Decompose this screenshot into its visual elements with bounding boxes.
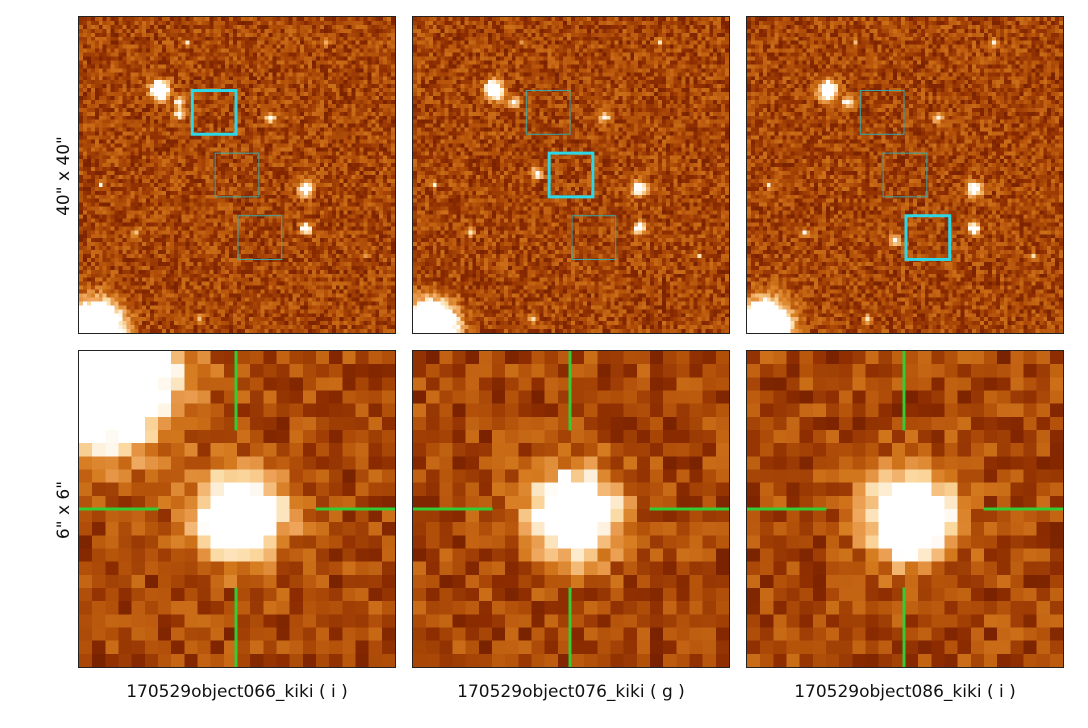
row-label-zoom: 6" x 6" xyxy=(54,480,74,540)
crosshair xyxy=(413,351,729,667)
zoom-image-1 xyxy=(78,350,396,668)
candidate-box-highlighted xyxy=(547,151,595,199)
wide-field-image-2 xyxy=(412,16,730,334)
candidate-box xyxy=(859,90,905,135)
candidate-box-highlighted xyxy=(904,214,952,261)
panel-caption-2: 170529object076_kiki ( g ) xyxy=(457,682,685,702)
box-overlay xyxy=(859,90,952,261)
zoom-image-2 xyxy=(412,350,730,668)
row-label-wide-field: 40" x 40" xyxy=(54,136,74,216)
candidate-box xyxy=(237,215,283,260)
crosshair xyxy=(79,351,395,667)
wide-field-image-3 xyxy=(746,16,1064,334)
candidate-box xyxy=(525,90,571,135)
box-overlay xyxy=(525,90,617,260)
box-overlay xyxy=(190,89,283,260)
candidate-box xyxy=(214,152,260,198)
panel-caption-3: 170529object086_kiki ( i ) xyxy=(794,682,1016,702)
candidate-box-highlighted xyxy=(190,89,238,136)
candidate-box xyxy=(571,215,617,260)
wide-field-image-1 xyxy=(78,16,396,334)
panel-caption-1: 170529object066_kiki ( i ) xyxy=(126,682,348,702)
zoom-image-3 xyxy=(746,350,1064,668)
candidate-box xyxy=(882,152,928,198)
crosshair xyxy=(747,351,1063,667)
